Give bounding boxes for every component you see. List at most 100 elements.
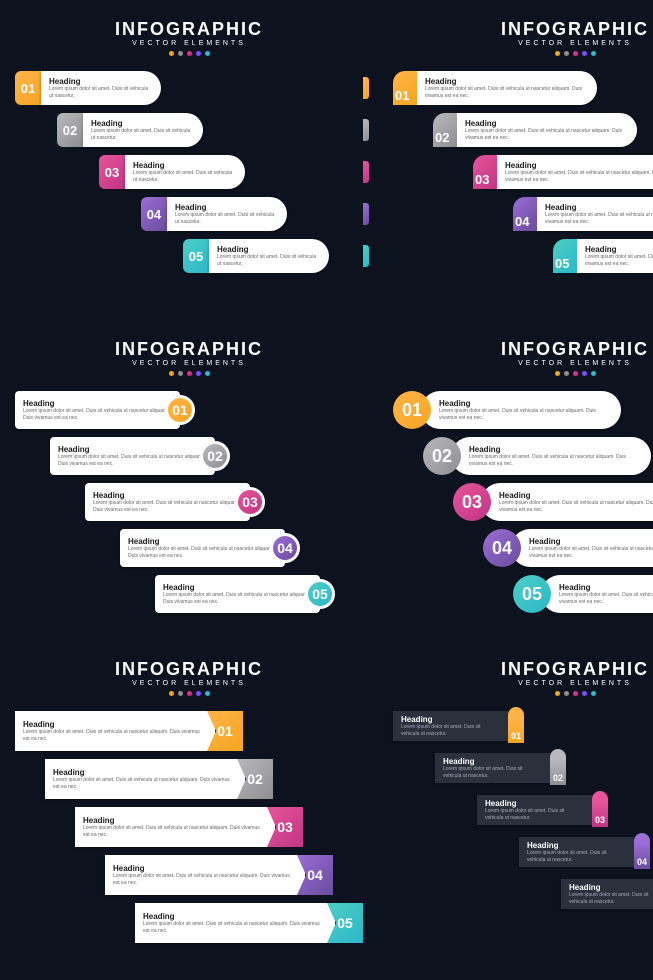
- title-block: INFOGRAPHIC VECTOR ELEMENTS: [393, 340, 653, 376]
- step-card: Heading Lorem ipsum dolor sit amet. Duis…: [75, 807, 275, 847]
- step-body: Lorem ipsum dolor sit amet. Duis sit veh…: [401, 724, 500, 737]
- step-heading: Heading: [163, 583, 312, 593]
- step-body: Lorem ipsum dolor sit amet. Duis sit veh…: [527, 850, 626, 863]
- step-badge: 03: [99, 155, 125, 189]
- panel-6: INFOGRAPHIC VECTOR ELEMENTS Heading Lore…: [378, 650, 653, 970]
- step-body: Lorem ipsum dolor sit amet. Duis sit veh…: [505, 170, 653, 183]
- step-card: Heading Lorem ipsum dolor sit amet. Duis…: [15, 391, 180, 429]
- color-dots: [393, 691, 653, 696]
- step-card: Heading Lorem ipsum dolor sit amet. Duis…: [125, 155, 245, 189]
- color-dots: [15, 51, 363, 56]
- step-card: Heading Lorem ipsum dolor sit amet. Duis…: [481, 483, 653, 521]
- infographic-grid: INFOGRAPHIC VECTOR ELEMENTS 01 Heading L…: [0, 0, 653, 980]
- ribbon-badge: 04: [634, 833, 650, 871]
- step-body: Lorem ipsum dolor sit amet. Duis sit veh…: [133, 170, 237, 183]
- step-1: Heading Lorem ipsum dolor sit amet. Duis…: [15, 711, 363, 751]
- step-body: Lorem ipsum dolor sit amet. Duis sit veh…: [113, 873, 297, 886]
- step-2: Heading Lorem ipsum dolor sit amet. Duis…: [45, 759, 363, 799]
- step-badge: 02: [423, 437, 461, 475]
- color-dots: [393, 51, 653, 56]
- step-card: Heading Lorem ipsum dolor sit amet. Duis…: [477, 795, 592, 825]
- step-badge: 03: [235, 487, 265, 517]
- step-card: Heading Lorem ipsum dolor sit amet. Duis…: [50, 437, 215, 475]
- step-body: Lorem ipsum dolor sit amet. Duis sit veh…: [53, 777, 237, 790]
- step-5: Heading Lorem ipsum dolor sit amet. Duis…: [561, 879, 653, 913]
- step-body: Lorem ipsum dolor sit amet. Duis sit veh…: [529, 546, 653, 559]
- ribbon-badge: 02: [550, 749, 566, 787]
- step-heading: Heading: [465, 119, 629, 129]
- step-heading: Heading: [217, 245, 321, 255]
- step-heading: Heading: [53, 768, 237, 778]
- panel-title: INFOGRAPHIC: [15, 340, 363, 358]
- step-badge: 04: [270, 533, 300, 563]
- step-card: Heading Lorem ipsum dolor sit amet. Duis…: [511, 529, 653, 567]
- panel-subtitle: VECTOR ELEMENTS: [393, 360, 653, 367]
- step-body: Lorem ipsum dolor sit amet. Duis sit veh…: [485, 808, 584, 821]
- step-card: Heading Lorem ipsum dolor sit amet. Duis…: [15, 711, 215, 751]
- step-heading: Heading: [91, 119, 195, 129]
- step-badge: 05: [183, 239, 209, 273]
- step-heading: Heading: [133, 161, 237, 171]
- step-badge: 01: [165, 395, 195, 425]
- panel-subtitle: VECTOR ELEMENTS: [15, 680, 363, 687]
- step-2: Heading Lorem ipsum dolor sit amet. Duis…: [50, 437, 363, 475]
- step-body: Lorem ipsum dolor sit amet. Duis sit veh…: [83, 825, 267, 838]
- ribbon-badge: 03: [592, 791, 608, 829]
- step-badge: 01: [15, 71, 41, 105]
- step-heading: Heading: [529, 537, 653, 547]
- accent-tab: [363, 203, 369, 225]
- step-4: Heading Lorem ipsum dolor sit amet. Duis…: [105, 855, 363, 895]
- step-card: Heading Lorem ipsum dolor sit amet. Duis…: [435, 753, 550, 783]
- step-card: Heading Lorem ipsum dolor sit amet. Duis…: [537, 197, 653, 231]
- step-1: Heading Lorem ipsum dolor sit amet. Duis…: [15, 391, 363, 429]
- accent-tab: [363, 119, 369, 141]
- step-body: Lorem ipsum dolor sit amet. Duis sit veh…: [439, 408, 613, 421]
- step-body: Lorem ipsum dolor sit amet. Duis sit veh…: [91, 128, 195, 141]
- step-body: Lorem ipsum dolor sit amet. Duis sit veh…: [163, 592, 312, 605]
- step-body: Lorem ipsum dolor sit amet. Duis sit veh…: [58, 454, 207, 467]
- step-3: 03 Heading Lorem ipsum dolor sit amet. D…: [473, 155, 653, 189]
- step-card: Heading Lorem ipsum dolor sit amet. Duis…: [85, 483, 250, 521]
- step-body: Lorem ipsum dolor sit amet. Duis sit veh…: [569, 892, 653, 905]
- step-badge: 04: [141, 197, 167, 231]
- step-1: 01 Heading Lorem ipsum dolor sit amet. D…: [393, 71, 653, 105]
- step-body: Lorem ipsum dolor sit amet. Duis sit veh…: [23, 729, 207, 742]
- step-card: Heading Lorem ipsum dolor sit amet. Duis…: [167, 197, 287, 231]
- panel-subtitle: VECTOR ELEMENTS: [15, 40, 363, 47]
- step-body: Lorem ipsum dolor sit amet. Duis sit veh…: [559, 592, 653, 605]
- step-1: 01 Heading Lorem ipsum dolor sit amet. D…: [15, 71, 363, 105]
- step-5: 05 Heading Lorem ipsum dolor sit amet. D…: [513, 575, 653, 613]
- panel-5: INFOGRAPHIC VECTOR ELEMENTS Heading Lore…: [0, 650, 378, 970]
- step-heading: Heading: [443, 757, 542, 767]
- step-body: Lorem ipsum dolor sit amet. Duis sit veh…: [585, 254, 653, 267]
- accent-tab: [363, 77, 369, 99]
- step-body: Lorem ipsum dolor sit amet. Duis sit veh…: [425, 86, 589, 99]
- step-3: Heading Lorem ipsum dolor sit amet. Duis…: [85, 483, 363, 521]
- panel-title: INFOGRAPHIC: [15, 20, 363, 38]
- step-heading: Heading: [499, 491, 653, 501]
- step-heading: Heading: [545, 203, 653, 213]
- step-badge: 02: [200, 441, 230, 471]
- step-badge: 05: [305, 579, 335, 609]
- step-card: Heading Lorem ipsum dolor sit amet. Duis…: [135, 903, 335, 943]
- step-badge: 03: [473, 155, 497, 189]
- step-card: Heading Lorem ipsum dolor sit amet. Duis…: [497, 155, 653, 189]
- panel-title: INFOGRAPHIC: [15, 660, 363, 678]
- title-block: INFOGRAPHIC VECTOR ELEMENTS: [15, 660, 363, 696]
- step-4: 04 Heading Lorem ipsum dolor sit amet. D…: [483, 529, 653, 567]
- step-body: Lorem ipsum dolor sit amet. Duis sit veh…: [465, 128, 629, 141]
- step-card: Heading Lorem ipsum dolor sit amet. Duis…: [417, 71, 597, 105]
- panel-subtitle: VECTOR ELEMENTS: [15, 360, 363, 367]
- step-2: 02 Heading Lorem ipsum dolor sit amet. D…: [423, 437, 653, 475]
- step-card: Heading Lorem ipsum dolor sit amet. Duis…: [577, 239, 653, 273]
- step-heading: Heading: [505, 161, 653, 171]
- step-heading: Heading: [128, 537, 277, 547]
- step-1: 01 Heading Lorem ipsum dolor sit amet. D…: [393, 391, 653, 429]
- step-heading: Heading: [143, 912, 327, 922]
- accent-tab: [363, 161, 369, 183]
- step-body: Lorem ipsum dolor sit amet. Duis sit veh…: [499, 500, 653, 513]
- step-3: 03 Heading Lorem ipsum dolor sit amet. D…: [99, 155, 363, 189]
- step-badge: 05: [513, 575, 551, 613]
- step-card: Heading Lorem ipsum dolor sit amet. Duis…: [45, 759, 245, 799]
- step-1: Heading Lorem ipsum dolor sit amet. Duis…: [393, 711, 653, 745]
